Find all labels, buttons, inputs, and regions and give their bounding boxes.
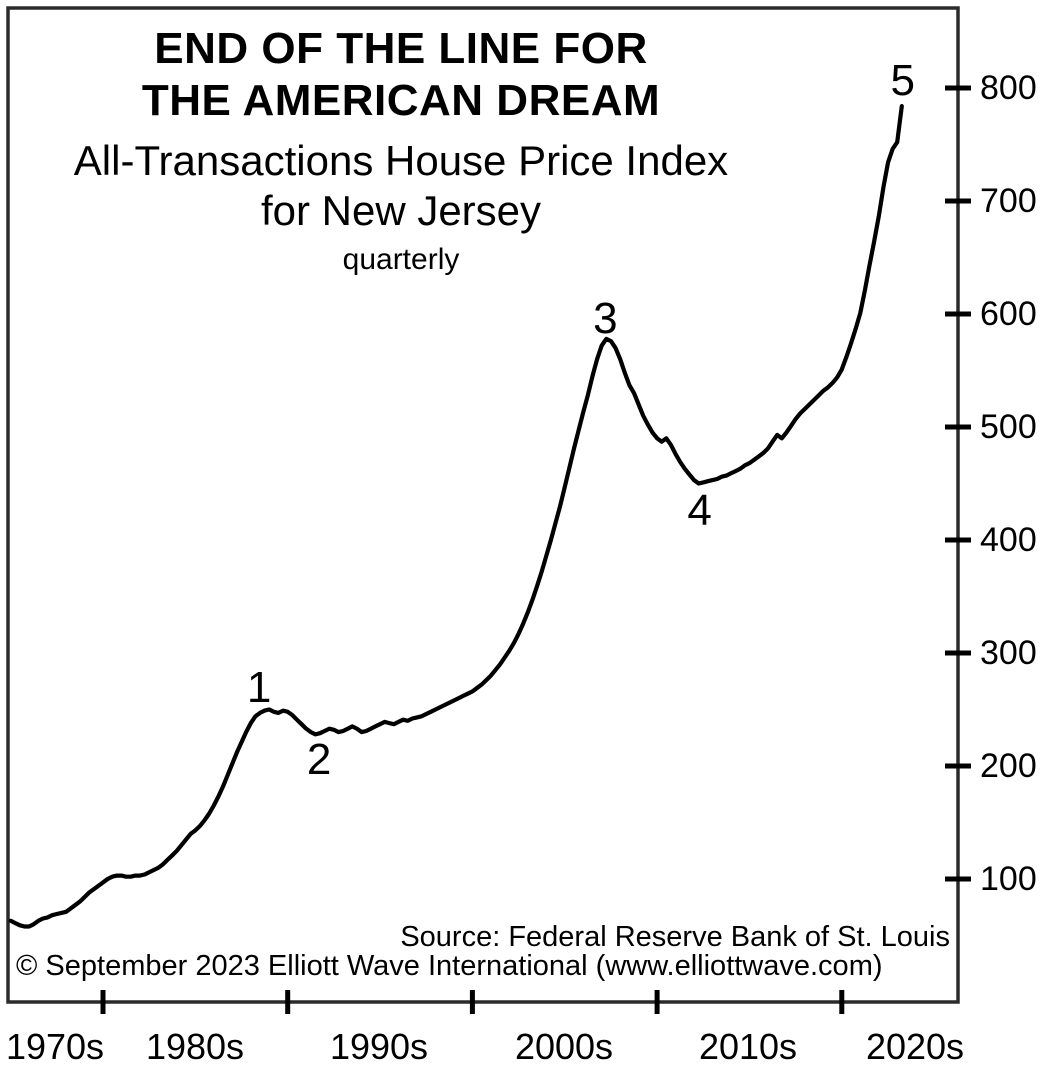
plot-frame [6, 6, 960, 1004]
price-index-line [8, 103, 904, 929]
y-tick-label-800: 800 [980, 69, 1037, 107]
copyright-note: © September 2023 Elliott Wave Internatio… [16, 950, 883, 982]
y-tick-label-100: 100 [980, 860, 1037, 898]
y-tick-label-600: 600 [980, 295, 1037, 333]
wave-label-2: 2 [306, 735, 332, 785]
x-tick-label-1970s: 1970s [5, 1026, 105, 1067]
y-tick-label-400: 400 [980, 521, 1037, 559]
x-tick-label-1980s: 1980s [145, 1026, 245, 1067]
x-tick-label-1990s: 1990s [329, 1026, 429, 1067]
y-tick-label-700: 700 [980, 182, 1037, 220]
wave-label-4: 4 [687, 485, 712, 535]
x-tick-label-2020s: 2020s [865, 1026, 965, 1067]
wave-label-5: 5 [890, 56, 915, 106]
wave-label-3: 3 [593, 293, 618, 343]
chart-subtitle-line2: for New Jersey [260, 187, 542, 234]
y-tick-label-300: 300 [980, 634, 1037, 672]
y-tick-label-200: 200 [980, 747, 1037, 785]
chart-subtitle-line1: All-Transactions House Price Index [73, 137, 729, 184]
chart-title-line2: THE AMERICAN DREAM [141, 76, 661, 125]
chart-title-line1: END OF THE LINE FOR [154, 24, 648, 73]
x-tick-label-2000s: 2000s [514, 1026, 614, 1067]
source-note: Source: Federal Reserve Bank of St. Loui… [400, 921, 950, 953]
wave-label-1: 1 [246, 662, 272, 712]
chart-frequency-label: quarterly [342, 243, 460, 276]
x-tick-label-2010s: 2010s [698, 1026, 798, 1067]
y-tick-label-500: 500 [980, 408, 1037, 446]
